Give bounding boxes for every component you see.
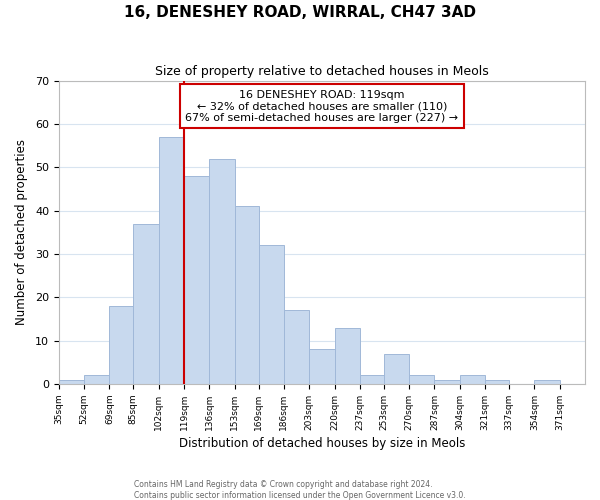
- Bar: [84, 376, 109, 384]
- Bar: [460, 376, 485, 384]
- Bar: [409, 376, 434, 384]
- Bar: [309, 350, 335, 384]
- Bar: [535, 380, 560, 384]
- Bar: [284, 310, 309, 384]
- Bar: [434, 380, 460, 384]
- Text: 16, DENESHEY ROAD, WIRRAL, CH47 3AD: 16, DENESHEY ROAD, WIRRAL, CH47 3AD: [124, 5, 476, 20]
- Title: Size of property relative to detached houses in Meols: Size of property relative to detached ho…: [155, 65, 489, 78]
- Text: 16 DENESHEY ROAD: 119sqm
← 32% of detached houses are smaller (110)
67% of semi-: 16 DENESHEY ROAD: 119sqm ← 32% of detach…: [185, 90, 458, 123]
- Bar: [235, 206, 259, 384]
- Bar: [384, 354, 409, 384]
- Text: Contains HM Land Registry data © Crown copyright and database right 2024.
Contai: Contains HM Land Registry data © Crown c…: [134, 480, 466, 500]
- Bar: [109, 306, 133, 384]
- Bar: [209, 158, 235, 384]
- Bar: [158, 137, 184, 384]
- Bar: [184, 176, 209, 384]
- Bar: [59, 380, 84, 384]
- Bar: [259, 246, 284, 384]
- Y-axis label: Number of detached properties: Number of detached properties: [15, 140, 28, 326]
- Bar: [485, 380, 509, 384]
- Bar: [133, 224, 158, 384]
- Bar: [335, 328, 360, 384]
- X-axis label: Distribution of detached houses by size in Meols: Distribution of detached houses by size …: [179, 437, 465, 450]
- Bar: [360, 376, 384, 384]
